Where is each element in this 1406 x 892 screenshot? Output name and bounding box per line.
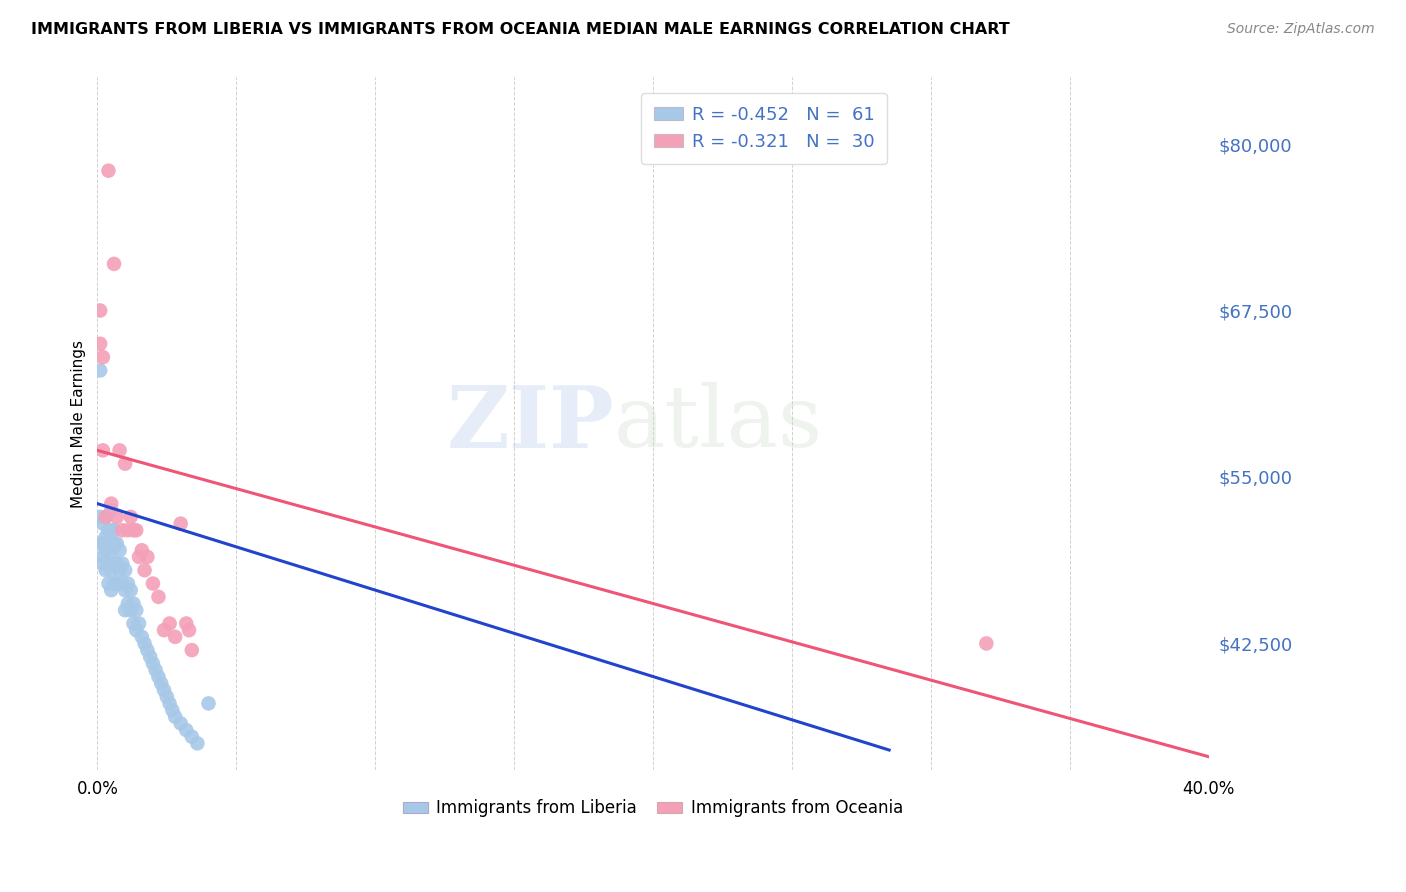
Point [103,557,125,571]
Point [105,557,128,571]
Point [142,576,165,591]
Point [97,557,120,571]
Point [114,457,136,471]
Point [100,563,122,577]
Point [170,516,193,531]
Point [94,510,117,524]
Point [97,523,120,537]
Point [159,697,181,711]
Point [150,676,173,690]
Point [89,303,111,318]
Point [162,703,184,717]
Point [128,549,150,564]
Point [180,643,202,657]
Point [120,510,142,524]
Point [111,557,134,571]
Point [97,163,120,178]
Legend: Immigrants from Liberia, Immigrants from Oceania: Immigrants from Liberia, Immigrants from… [396,793,910,824]
Point [91,557,114,571]
Point [89,336,111,351]
Point [94,530,117,544]
Point [122,523,145,537]
Point [105,510,128,524]
Point [165,630,187,644]
Point [100,583,122,598]
Point [108,443,131,458]
Point [111,523,134,537]
Point [100,497,122,511]
Point [120,583,142,598]
Point [165,710,187,724]
Point [117,597,139,611]
Point [125,523,148,537]
Point [174,616,197,631]
Point [108,543,131,558]
Point [139,649,162,664]
Point [89,536,111,550]
Point [170,716,193,731]
Point [114,603,136,617]
Point [103,523,125,537]
Point [142,657,165,671]
Point [148,670,170,684]
Point [125,603,148,617]
Point [103,257,125,271]
Point [177,623,200,637]
Point [91,549,114,564]
Point [103,536,125,550]
Point [122,616,145,631]
Point [89,363,111,377]
Point [120,603,142,617]
Point [125,623,148,637]
Point [108,563,131,577]
Point [91,443,114,458]
Point [197,697,219,711]
Point [186,736,208,750]
Point [91,536,114,550]
Y-axis label: Median Male Earnings: Median Male Earnings [72,340,86,508]
Point [89,510,111,524]
Point [174,723,197,737]
Point [91,350,114,364]
Point [111,576,134,591]
Point [136,643,159,657]
Point [91,516,114,531]
Point [105,536,128,550]
Point [94,543,117,558]
Point [153,623,176,637]
Point [103,576,125,591]
Point [100,503,122,517]
Point [156,690,179,704]
Text: atlas: atlas [614,382,823,466]
Point [97,576,120,591]
Point [114,563,136,577]
Point [145,663,167,677]
Text: ZIP: ZIP [446,382,614,466]
Point [122,597,145,611]
Point [134,636,156,650]
Point [94,563,117,577]
Point [100,523,122,537]
Text: IMMIGRANTS FROM LIBERIA VS IMMIGRANTS FROM OCEANIA MEDIAN MALE EARNINGS CORRELAT: IMMIGRANTS FROM LIBERIA VS IMMIGRANTS FR… [31,22,1010,37]
Point [114,583,136,598]
Point [117,523,139,537]
Point [97,536,120,550]
Point [131,543,153,558]
Point [159,616,181,631]
Point [153,683,176,698]
Point [136,549,159,564]
Point [180,730,202,744]
Point [105,576,128,591]
Point [134,563,156,577]
Point [131,630,153,644]
Text: Source: ZipAtlas.com: Source: ZipAtlas.com [1227,22,1375,37]
Point [148,590,170,604]
Point [117,576,139,591]
Point [976,636,998,650]
Point [94,510,117,524]
Point [100,543,122,558]
Point [128,616,150,631]
